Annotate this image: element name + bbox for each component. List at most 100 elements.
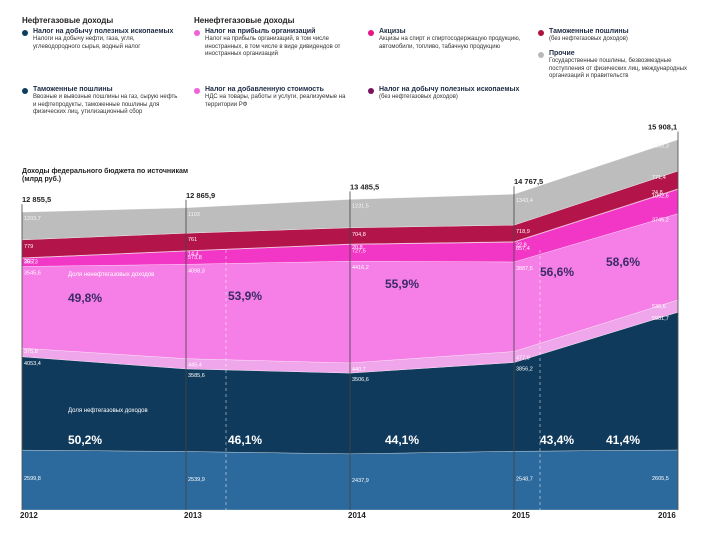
legend-desc: (без нефтегазовых доходов) — [379, 94, 458, 100]
header-oil-gas: Нефтегазовые доходы — [22, 16, 114, 25]
value-label: 20,8 — [352, 245, 363, 251]
value-label: 3545,6 — [24, 270, 41, 276]
legend-desc: (без нефтегазовых доходов) — [549, 36, 628, 42]
value-label: 727,5 — [352, 248, 366, 254]
area-series-6 — [21, 170, 679, 258]
legend-item-profit_tax: Налог на прибыль организаций Налог на при… — [194, 28, 354, 59]
value-label: 375,8 — [24, 349, 38, 355]
legend-title: Налог на добычу полезных ископаемых — [379, 86, 520, 93]
value-label: 771,4 — [652, 175, 666, 181]
value-label: 1363,3 — [652, 144, 669, 150]
value-label: 440,7 — [352, 367, 366, 373]
value-label: 536,6 — [652, 304, 666, 310]
value-label: 779 — [24, 244, 33, 250]
value-label: 1231,5 — [352, 203, 369, 209]
value-label: 1052,6 — [652, 193, 669, 199]
year-label: 2014 — [348, 511, 366, 520]
value-label: 1103 — [188, 212, 200, 218]
value-label: 3856,2 — [516, 366, 533, 372]
year-label: 2015 — [512, 511, 530, 520]
legend-dot-icon — [538, 30, 544, 36]
share-non-oil-value: 55,9% — [385, 277, 419, 291]
value-label: 3585,6 — [188, 373, 205, 379]
total-label: 13 485,5 — [350, 182, 379, 191]
legend-dot-icon — [22, 30, 28, 36]
total-label: 12 865,9 — [186, 191, 215, 200]
legend-dot-icon — [538, 52, 544, 58]
value-label: 4098,3 — [188, 268, 205, 274]
legend-item-vat: Налог на добавленную стоимость НДС на тов… — [194, 86, 354, 109]
value-label: 14,4 — [188, 252, 199, 258]
value-label: 857,4 — [516, 246, 530, 252]
value-label: 3745,2 — [652, 218, 669, 224]
value-label: 2539,9 — [188, 477, 205, 483]
share-oil-value: 44,1% — [385, 433, 419, 447]
legend-title: Таможенные пошлины — [549, 28, 629, 35]
legend-item-excise: Акцизы Акцизы на спирт и спиртосодержащую… — [368, 28, 528, 51]
legend-item-other: Прочие Государственные пошлины, безвозмез… — [538, 50, 688, 81]
share-oil-value: 50,2% — [68, 433, 102, 447]
value-label: 24,8 — [652, 190, 663, 196]
legend-desc: Акцизы на спирт и спиртосодержащую проду… — [379, 36, 521, 50]
chart-title: Доходы федерального бюджета по источника… — [22, 168, 189, 183]
legend-dot-icon — [368, 88, 374, 94]
legend-title: Прочие — [549, 50, 575, 57]
value-label: 704,8 — [352, 232, 366, 238]
area-series-1 — [21, 312, 679, 455]
value-label: 3887,5 — [516, 266, 533, 272]
area-series-3 — [21, 213, 679, 364]
legend-desc: Налог на прибыль организаций, в том числ… — [205, 36, 341, 57]
value-label: 4053,4 — [24, 361, 41, 367]
legend-title: Таможенные пошлины — [33, 86, 113, 93]
share-non-oil-value: 56,6% — [540, 265, 574, 279]
year-label: 2012 — [20, 511, 38, 520]
value-label: 4416,2 — [352, 265, 369, 271]
total-label: 12 855,5 — [22, 195, 51, 204]
legend-dot-icon — [194, 30, 200, 36]
area-series-7 — [21, 139, 679, 241]
share-oil-value: 41,4% — [606, 433, 640, 447]
legend-desc: Государственные пошлины, безвозмездные п… — [549, 58, 688, 79]
header-non-oil-gas: Ненефтегазовые доходы — [194, 16, 295, 25]
legend-item-customs_non: Таможенные пошлины (без нефтегазовых дохо… — [538, 28, 688, 44]
value-label: 5981,7 — [652, 316, 669, 322]
value-label: 718,9 — [516, 229, 530, 235]
value-label: 573,8 — [188, 255, 202, 261]
legend-desc: НДС на товары, работы и услуги, реализуе… — [205, 94, 346, 108]
legend-title: Акцизы — [379, 28, 406, 35]
legend-title: Налог на добычу полезных ископаемых — [33, 28, 174, 35]
value-label: 20,7 — [24, 259, 35, 265]
legend-item-customs_oil: Таможенные пошлины Ввозные и вывозные пош… — [22, 86, 182, 117]
legend-dot-icon — [194, 88, 200, 94]
area-series-0 — [21, 449, 679, 511]
share-non-oil-caption: Доля ненефтегазовых доходов — [68, 272, 154, 278]
total-label: 15 908,1 — [648, 123, 677, 132]
share-oil-caption: Доля нефтегазовых доходов — [68, 408, 148, 414]
value-label: 3506,6 — [352, 377, 369, 383]
value-label: 355,3 — [24, 259, 38, 265]
value-label: 2605,5 — [652, 476, 669, 482]
legend-item-mineral_tax_non: Налог на добычу полезных ископаемых (без … — [368, 86, 528, 102]
area-series-5 — [21, 188, 679, 259]
legend-dot-icon — [368, 30, 374, 36]
legend-desc: Налоги на добычу нефти, газа, угля, угле… — [33, 36, 141, 50]
value-label: 1203,7 — [24, 216, 41, 222]
share-non-oil-value: 49,8% — [68, 291, 102, 305]
value-label: 445,4 — [188, 363, 202, 369]
year-label: 2016 — [658, 511, 676, 520]
legend-desc: Ввозные и вывозные пошлины на газ, сырую… — [33, 94, 178, 115]
share-oil-value: 46,1% — [228, 433, 262, 447]
year-label: 2013 — [184, 511, 202, 520]
value-label: 477,9 — [516, 355, 530, 361]
legend-dot-icon — [22, 88, 28, 94]
share-non-oil-value: 53,9% — [228, 289, 262, 303]
value-label: 2548,7 — [516, 477, 533, 483]
total-label: 14 767,5 — [514, 177, 543, 186]
value-label: 22,8 — [516, 243, 527, 249]
legend-item-mineral_tax: Налог на добычу полезных ископаемых Налог… — [22, 28, 182, 51]
area-series-2 — [21, 299, 679, 374]
value-label: 2599,8 — [24, 476, 41, 482]
value-label: 1343,4 — [516, 198, 533, 204]
value-label: 2437,9 — [352, 478, 369, 484]
